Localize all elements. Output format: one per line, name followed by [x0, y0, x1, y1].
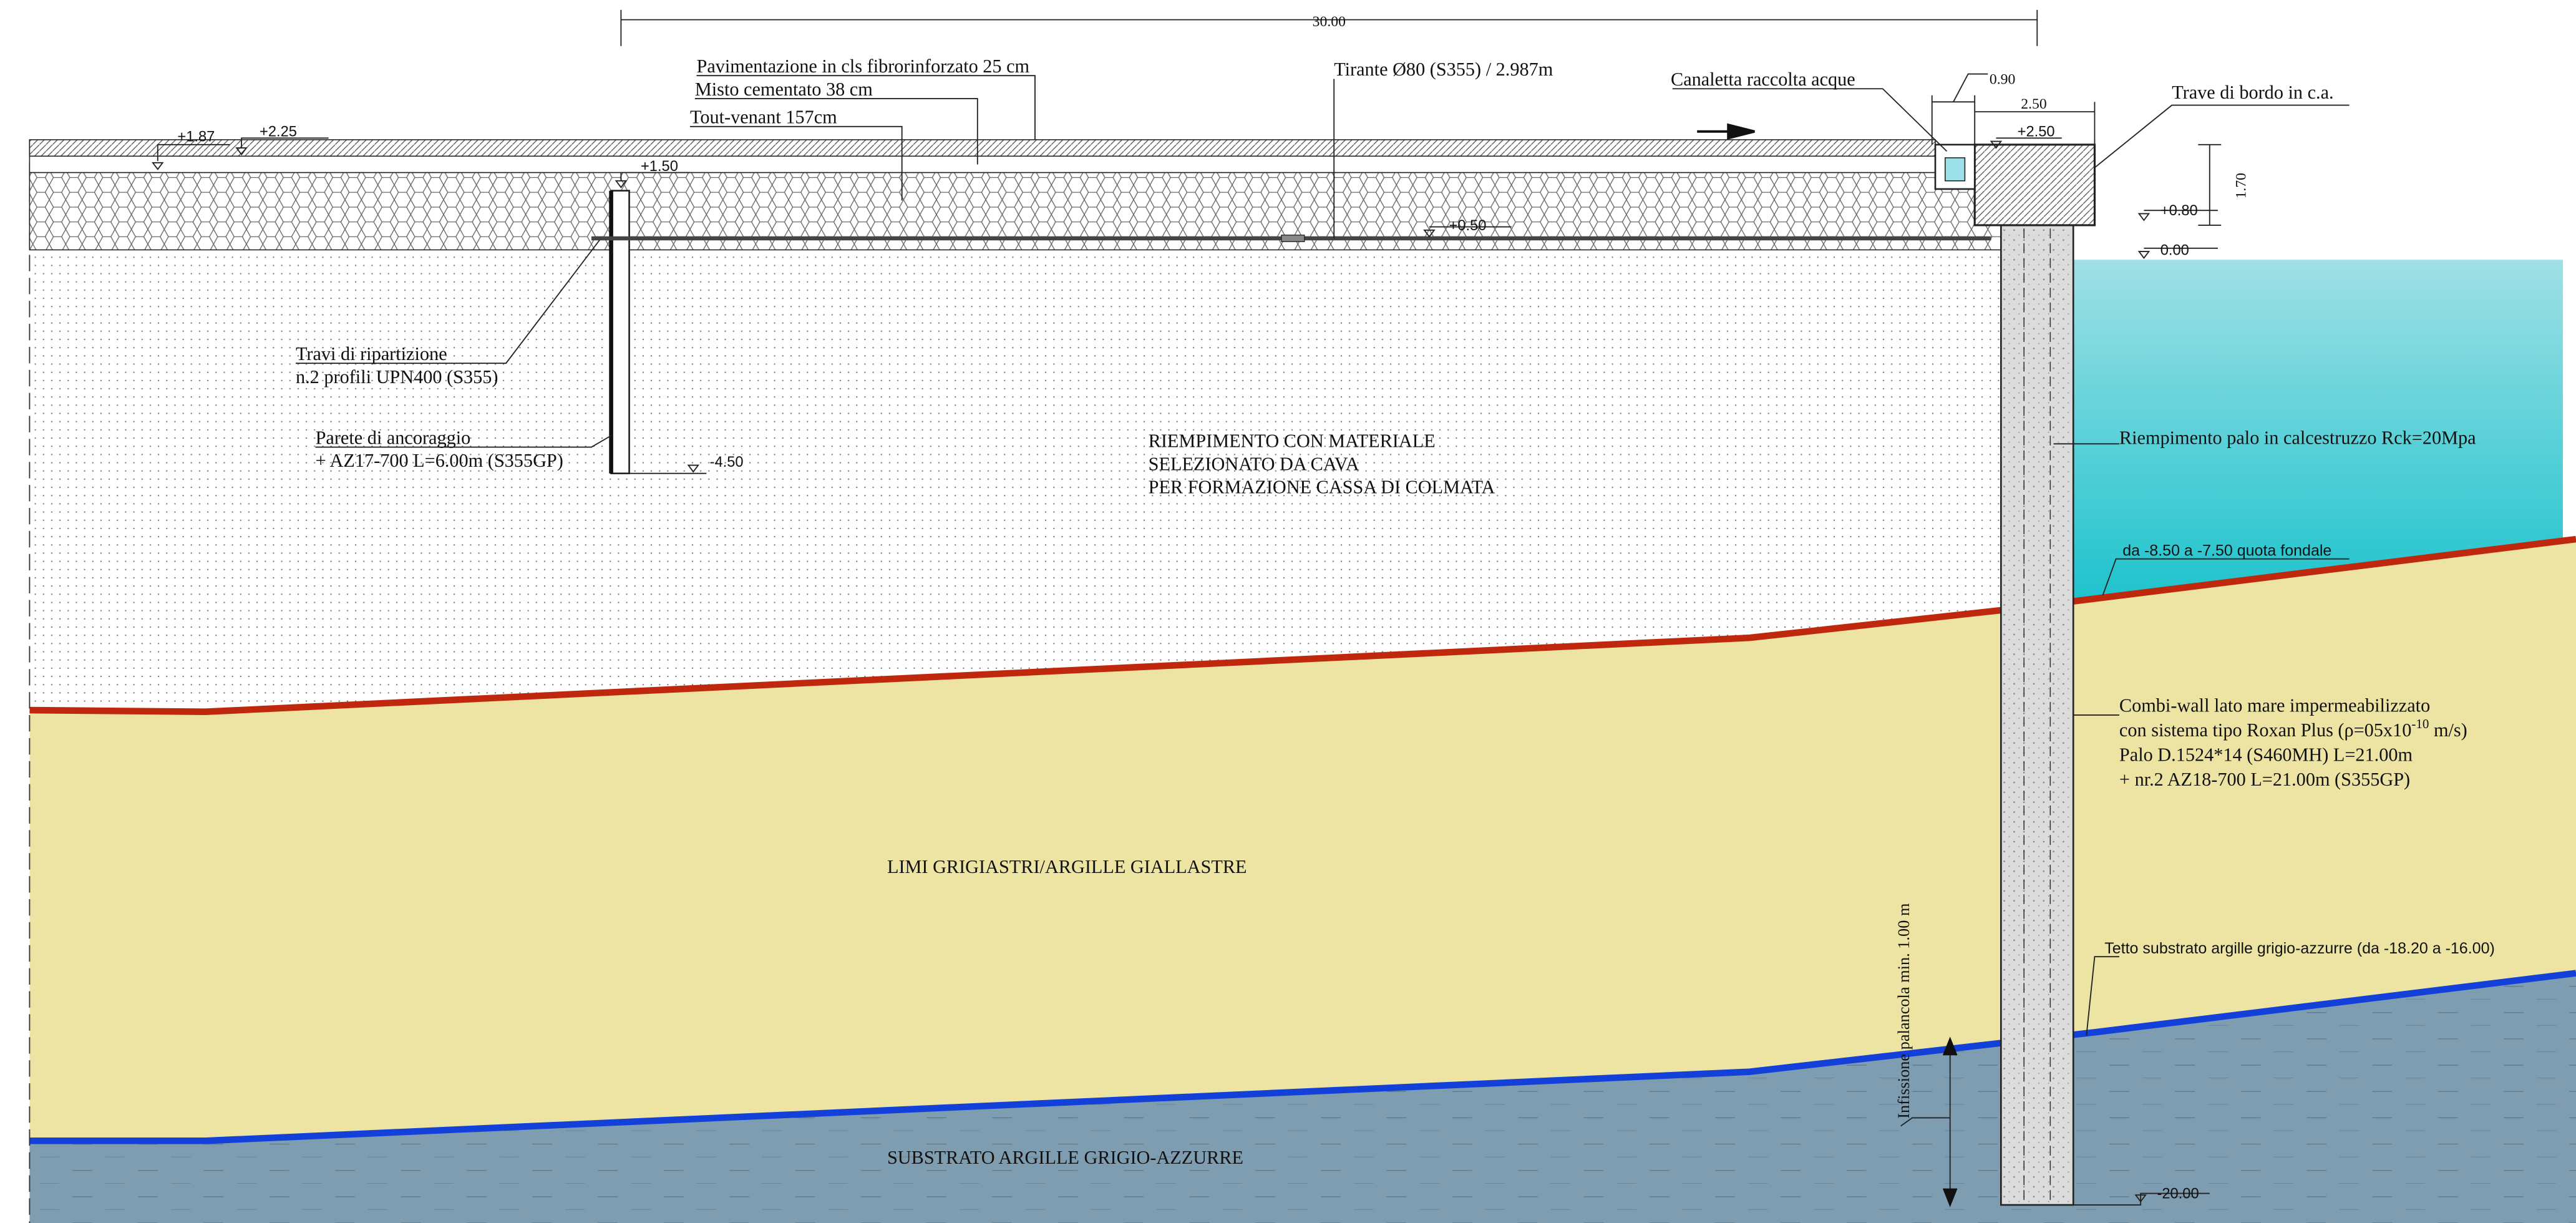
elevation: +1.87 — [177, 129, 215, 145]
roxan-exponent: -10 — [2411, 716, 2429, 731]
pavement — [29, 140, 2001, 250]
elevation: +2.50 — [2018, 124, 2055, 140]
dimension-label: 1.70 — [2233, 173, 2250, 198]
fill-label: PER FORMAZIONE CASSA DI COLMATA — [1149, 476, 1495, 497]
dimension-label: 30.00 — [1313, 14, 1346, 30]
roxan-unit: m/s) — [2429, 719, 2467, 741]
fill-label: SELEZIONATO DA CAVA — [1149, 453, 1359, 474]
canaletta-label: Canaletta raccolta acque — [1671, 69, 1855, 90]
travi-label: n.2 profili UPN400 (S355) — [296, 366, 498, 387]
tirante-label: Tirante Ø80 (S355) / 2.987m — [1334, 59, 1553, 80]
roxan-text: con sistema tipo Roxan Plus (ρ=05x10 — [2119, 719, 2411, 741]
section-drawing: 30.00 0.90 2.50 1.70 Infissione palancol… — [0, 0, 2576, 1223]
parete-label: + AZ17-700 L=6.00m (S355GP) — [316, 450, 563, 471]
elevation: +0.50 — [1449, 218, 1487, 234]
tetto-label: Tetto substrato argille grigio-azzurre (… — [2104, 940, 2495, 957]
stratum-label: SUBSTRATO ARGILLE GRIGIO-AZZURRE — [887, 1147, 1243, 1168]
layer-label: Tout-venant 157cm — [690, 107, 837, 128]
parete-label: Parete di ancoraggio — [316, 427, 471, 448]
stratum-label: LIMI GRIGIASTRI/ARGILLE GIALLASTRE — [887, 856, 1247, 877]
pile-fill-label: Riempimento palo in calcestruzzo Rck=20M… — [2119, 427, 2476, 448]
combi-wall-label: Combi-wall lato mare impermeabilizzato — [2119, 695, 2430, 716]
infissione-label: Infissione palancola min. 1.00 m — [1895, 903, 1913, 1119]
fondale-label: da -8.50 a -7.50 quota fondale — [2122, 542, 2331, 559]
fill-label: RIEMPIMENTO CON MATERIALE — [1149, 431, 1436, 452]
strata — [29, 140, 2576, 1223]
travi-label: Travi di ripartizione — [296, 343, 447, 364]
elevation: 0.00 — [2160, 242, 2189, 258]
dimension-label: 0.90 — [1990, 71, 2015, 87]
trave-label: Trave di bordo in c.a. — [2172, 82, 2333, 103]
elevation: -20.00 — [2157, 1186, 2199, 1202]
elevation: +0.80 — [2160, 203, 2198, 219]
combi-wall-label: + nr.2 AZ18-700 L=21.00m (S355GP) — [2119, 769, 2410, 790]
layer-label: Pavimentazione in cls fibrorinforzato 25… — [697, 56, 1030, 77]
elevation: +2.25 — [260, 124, 297, 140]
elevation: +1.50 — [641, 158, 678, 175]
dimension-label: 2.50 — [2021, 96, 2046, 112]
combi-wall-label: Palo D.1524*14 (S460MH) L=21.00m — [2119, 744, 2413, 766]
elevation: -4.50 — [710, 454, 744, 470]
layer-label: Misto cementato 38 cm — [695, 79, 873, 100]
